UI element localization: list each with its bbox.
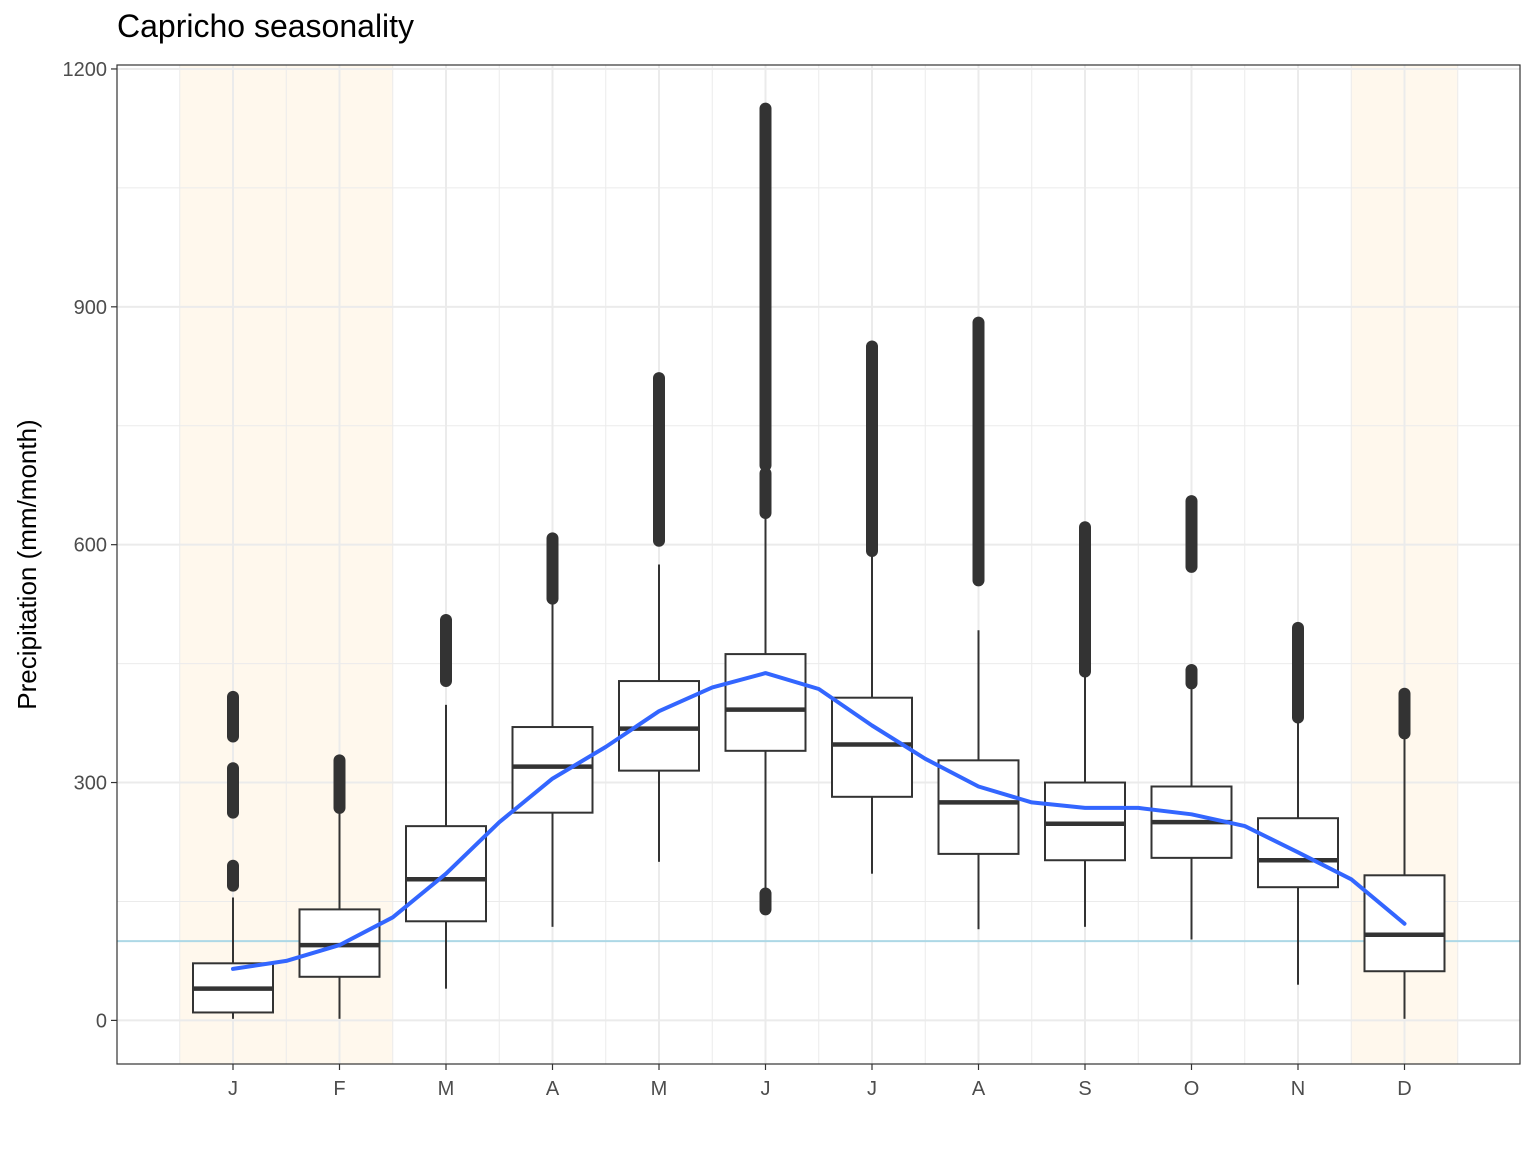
y-tick-label: 1200 <box>63 59 108 81</box>
x-tick-label: F <box>333 1078 345 1100</box>
x-tick-label: D <box>1397 1078 1411 1100</box>
x-tick-label: J <box>867 1078 877 1100</box>
box-iqr <box>618 680 700 772</box>
y-tick-label: 0 <box>96 1010 107 1032</box>
x-tick-label: M <box>651 1078 668 1100</box>
axes: 0 300 600 900 1200 J F M A M J J A S O N D <box>63 59 1412 1100</box>
box-iqr <box>937 759 1020 855</box>
box-1 <box>192 690 274 1019</box>
x-tick-label: A <box>546 1078 560 1100</box>
y-tick-label: 600 <box>74 535 107 557</box>
box-6 <box>724 102 807 916</box>
chart-title: Capricho seasonality <box>117 8 415 44</box>
box-iqr <box>1044 781 1126 862</box>
smooth-line <box>231 671 1407 971</box>
smooth-trend-line <box>231 671 1407 971</box>
x-tick-label: J <box>761 1078 771 1100</box>
x-tick-label: M <box>438 1078 455 1100</box>
gridlines <box>117 65 1520 1064</box>
box-iqr <box>831 696 913 798</box>
y-axis-title: Precipitation (mm/month) <box>12 419 42 709</box>
x-tick-label: O <box>1184 1078 1200 1100</box>
box-7 <box>831 340 913 874</box>
box-10 <box>1150 495 1233 940</box>
box-8 <box>937 316 1020 930</box>
y-tick-label: 900 <box>74 297 107 319</box>
box-iqr <box>1363 874 1446 973</box>
x-tick-label: N <box>1291 1078 1305 1100</box>
x-tick-label: S <box>1078 1078 1091 1100</box>
box-12 <box>1363 687 1446 1019</box>
boxes <box>192 102 1446 1019</box>
x-tick-label: A <box>972 1078 986 1100</box>
x-tick-label: J <box>228 1078 238 1100</box>
panel-border <box>116 64 1521 1065</box>
box-iqr <box>724 653 807 752</box>
y-tick-label: 300 <box>74 773 107 795</box>
box-9 <box>1044 521 1126 927</box>
